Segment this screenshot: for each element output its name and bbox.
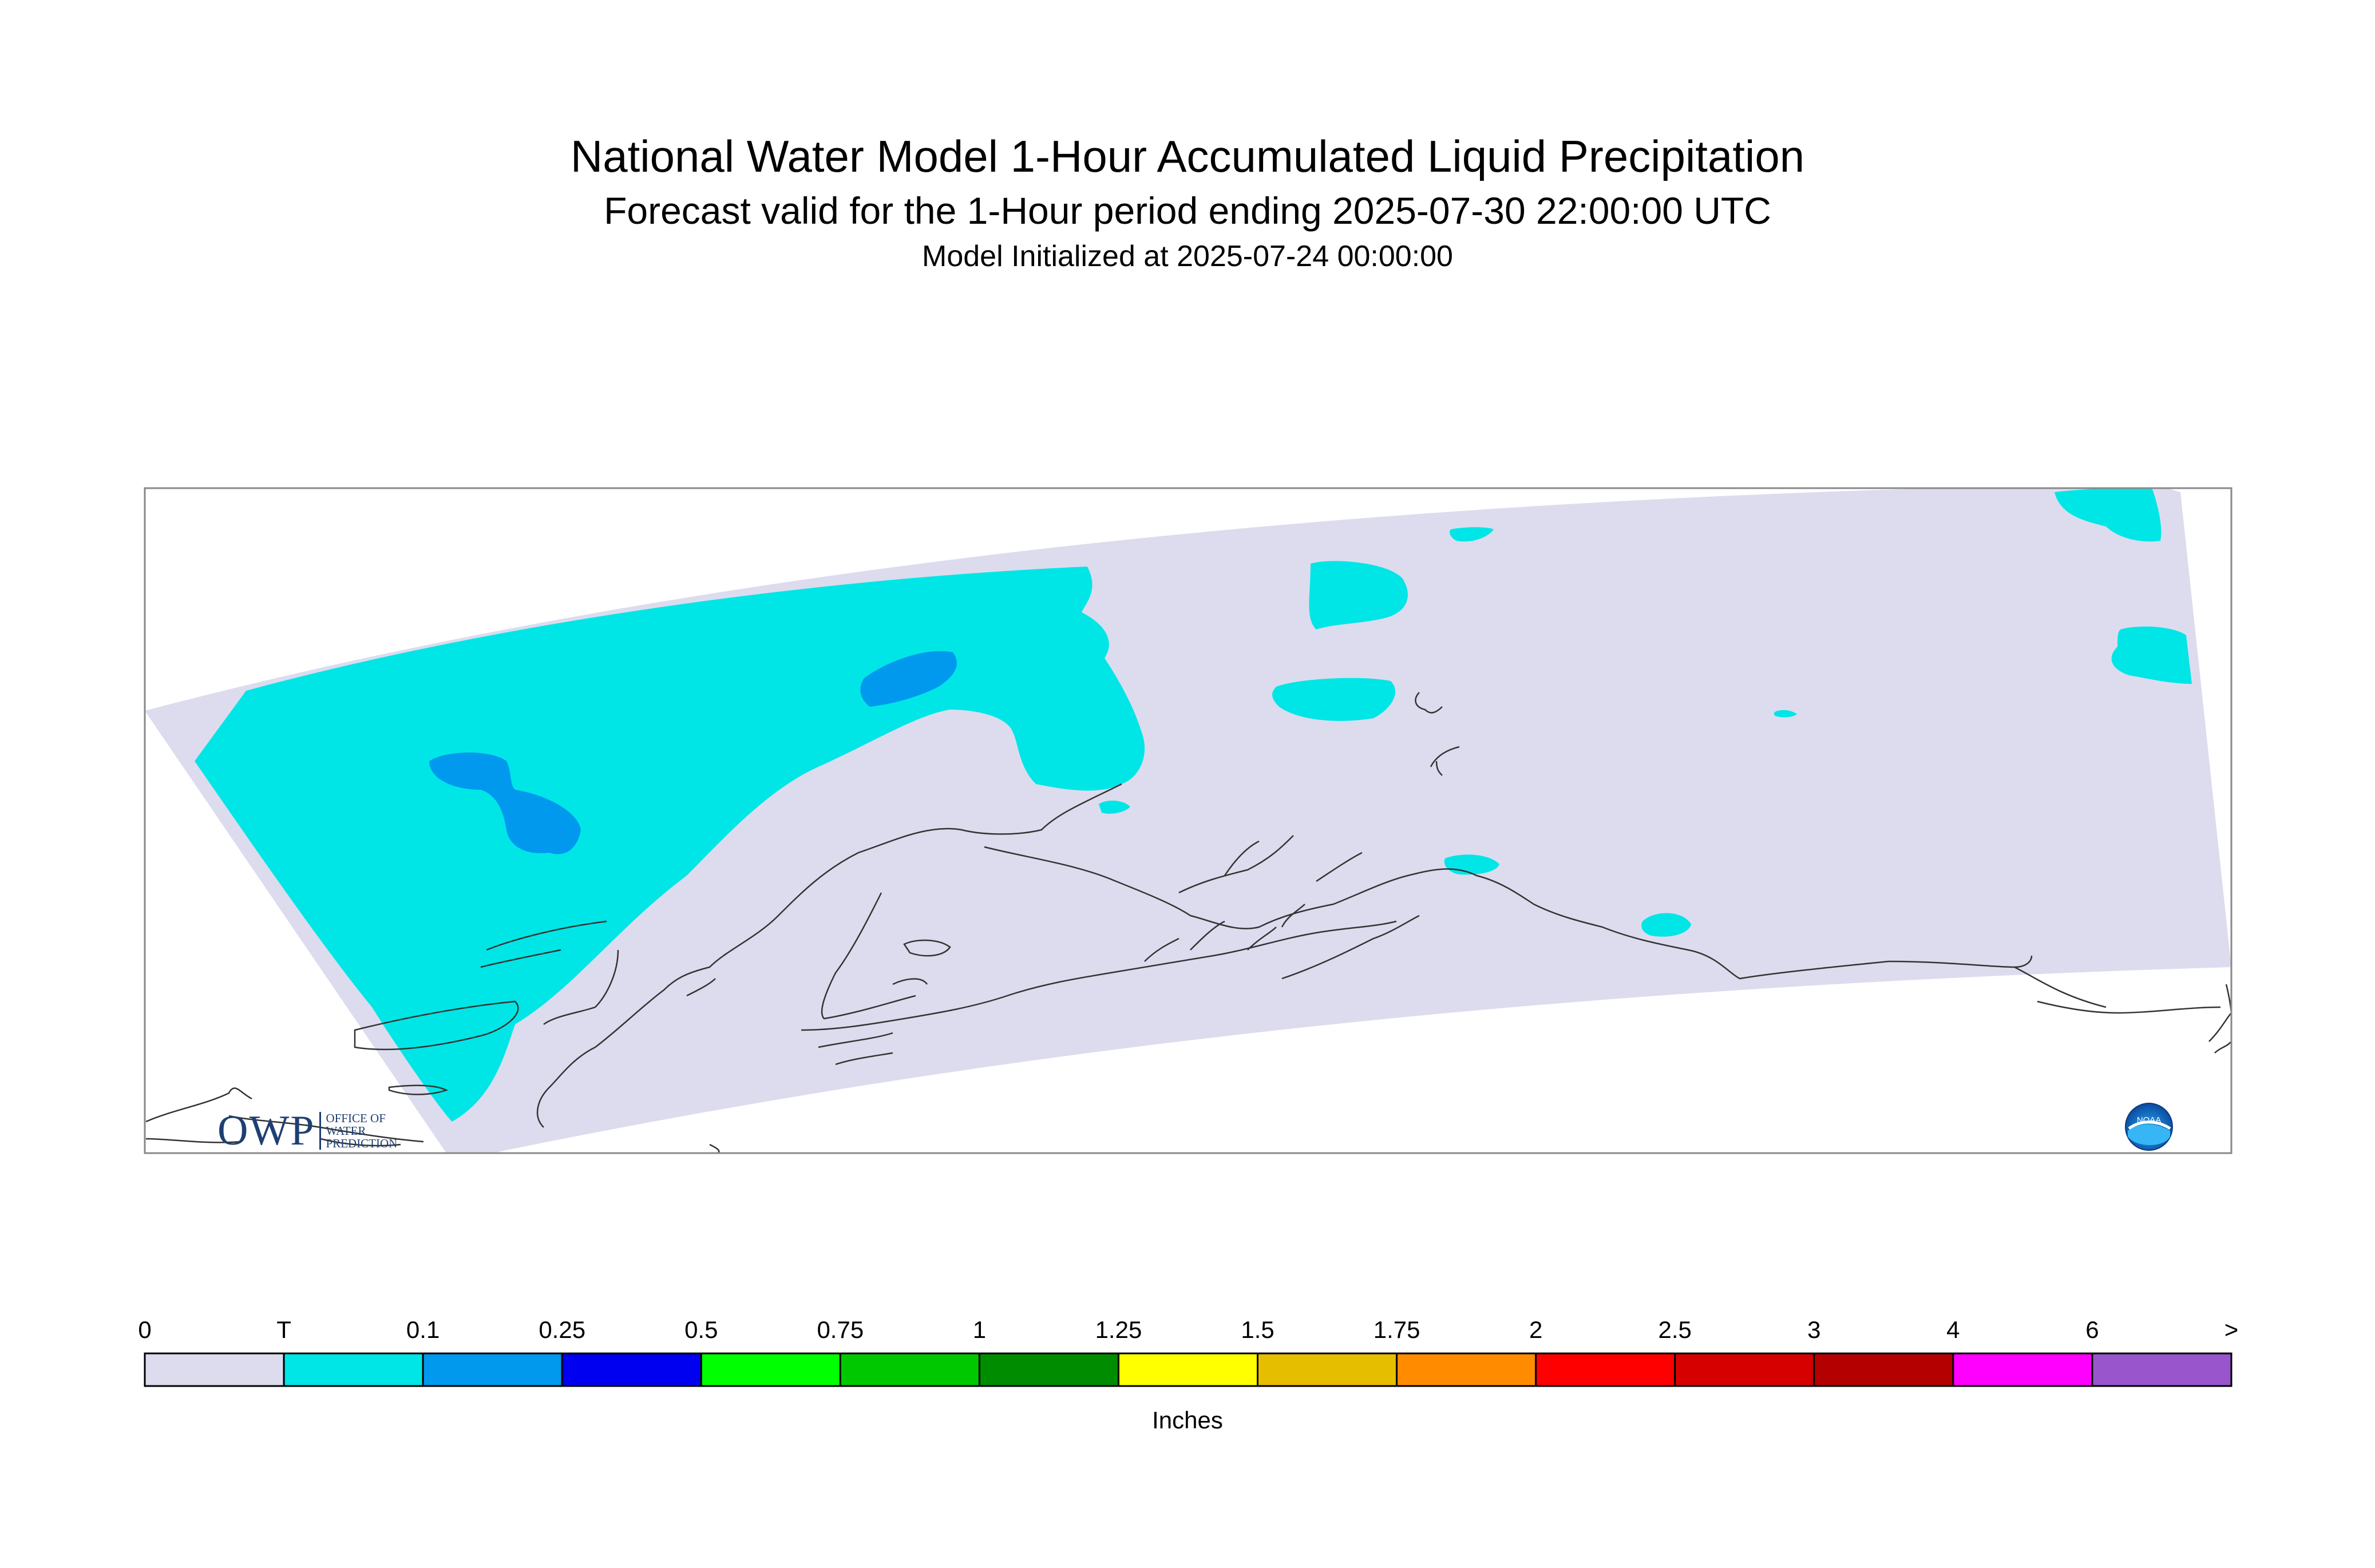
colorbar-tick-label: 6	[2085, 1316, 2099, 1343]
trace-precip-blob	[1272, 678, 1396, 721]
colorbar-swatch	[2091, 1352, 2232, 1387]
trace-precip-blob	[1450, 527, 1494, 542]
trace-precip-west	[195, 567, 1145, 1122]
trace-precip-blob	[2111, 626, 2192, 684]
colorbar-tick-label: 1.25	[1095, 1316, 1142, 1343]
colorbar-swatch	[1674, 1352, 1815, 1387]
owp-logo-separator	[319, 1112, 322, 1150]
noaa-logo: NOAA	[2125, 1103, 2173, 1151]
colorbar-swatch	[422, 1352, 563, 1387]
colorbar-swatch	[283, 1352, 424, 1387]
trace-precip-blob	[1641, 913, 1691, 937]
map-frame	[144, 487, 2232, 1154]
colorbar-swatch	[561, 1352, 702, 1387]
light-precip-blob	[429, 753, 581, 854]
colorbar-tick-label: >	[2224, 1316, 2239, 1343]
trace-precip-blob	[1774, 710, 1797, 718]
colorbar-swatch	[1396, 1352, 1537, 1387]
trace-precip-blob	[2055, 488, 2162, 542]
colorbar-swatch	[1257, 1352, 1398, 1387]
colorbar-tick-label: 3	[1807, 1316, 1821, 1343]
owp-logo: OWP OFFICE OF WATER PREDICTION	[217, 1107, 398, 1154]
colorbar-tick-label: T	[276, 1316, 291, 1343]
colorbar-units: Inches	[1152, 1407, 1223, 1434]
colorbar-tick-label: 1	[972, 1316, 987, 1343]
colorbar-swatch	[700, 1352, 841, 1387]
trace-precip-blob	[1309, 561, 1408, 629]
colorbar-tick-label: 2	[1529, 1316, 1543, 1343]
map-title: National Water Model 1-Hour Accumulated …	[570, 131, 1805, 181]
colorbar-swatch	[1117, 1352, 1259, 1387]
colorbar-swatch	[978, 1352, 1119, 1387]
trace-precip-blob	[1099, 800, 1130, 814]
svg-text:NOAA: NOAA	[2137, 1115, 2162, 1125]
colorbar-swatch	[1952, 1352, 2093, 1387]
colorbar-swatch	[1813, 1352, 1954, 1387]
colorbar-swatch	[839, 1352, 980, 1387]
colorbar-tick-label: 2.5	[1658, 1316, 1692, 1343]
colorbar-tick-label: 4	[1946, 1316, 1960, 1343]
owp-logo-subtext: OFFICE OF WATER PREDICTION	[326, 1111, 398, 1150]
colorbar-tick-label: 0	[138, 1316, 152, 1343]
colorbar	[144, 1352, 2232, 1387]
colorbar-tick-label: 0.75	[817, 1316, 864, 1343]
coastlines	[145, 692, 2231, 1153]
owp-logo-text: OWP	[217, 1107, 315, 1154]
colorbar-tick-label: 0.1	[406, 1316, 440, 1343]
colorbar-tick-label: 1.5	[1241, 1316, 1274, 1343]
light-precip-blob	[860, 651, 957, 707]
colorbar-tick-label: 1.75	[1373, 1316, 1420, 1343]
colorbar-tick-label: 0.25	[539, 1316, 586, 1343]
map-subtitle: Forecast valid for the 1-Hour period end…	[604, 189, 1771, 232]
colorbar-tick-label: 0.5	[684, 1316, 718, 1343]
colorbar-swatch	[1535, 1352, 1676, 1387]
model-init-text: Model Initialized at 2025-07-24 00:00:00	[922, 240, 1453, 273]
colorbar-swatch	[144, 1352, 285, 1387]
